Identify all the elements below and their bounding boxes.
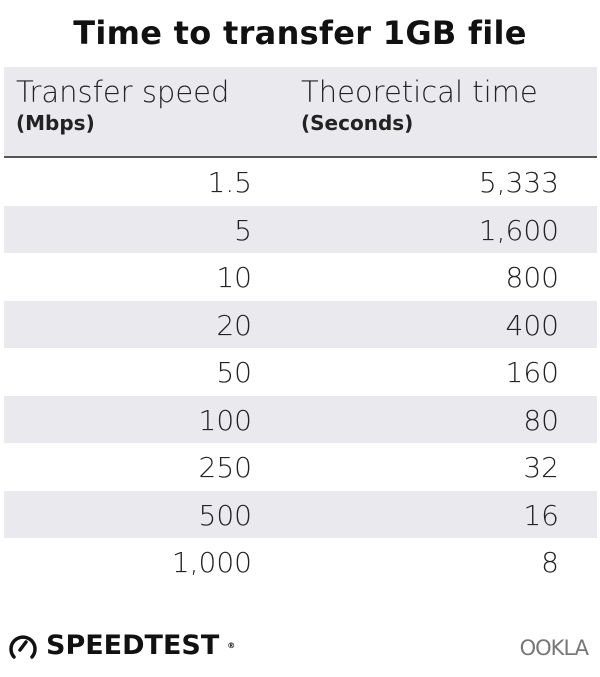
header-label: Theoretical time: [301, 75, 538, 109]
time-cell: 5,333: [478, 166, 559, 199]
table-row: 250 32: [4, 443, 597, 491]
time-cell: 800: [505, 261, 559, 294]
table-row: 50 160: [4, 348, 597, 396]
time-cell: 32: [523, 451, 559, 484]
table-row: 1.5 5,333: [4, 158, 597, 206]
speed-cell: 1,000: [171, 546, 252, 579]
table-body: 1.5 5,333 5 1,600 10 800 20 400 50 160 100 80 250 32 5…: [4, 158, 597, 586]
table-row: 100 80: [4, 395, 597, 443]
speed-cell: 5: [234, 213, 252, 247]
time-cell: 16: [523, 498, 559, 532]
time-cell: 80: [523, 403, 559, 437]
table-row: 1,000 8: [4, 538, 597, 586]
time-cell: 1,600: [478, 213, 559, 247]
speed-cell: 50: [216, 356, 252, 389]
speedtest-wordmark: SPEEDTEST: [46, 630, 220, 661]
table-row: 500 16: [4, 490, 597, 538]
speed-cell: 10: [216, 261, 252, 294]
header-theoretical-time: Theoretical time (Seconds): [301, 75, 538, 135]
speed-cell: 500: [198, 498, 252, 532]
table-row: 10 800: [4, 253, 597, 301]
header-unit: (Seconds): [301, 111, 414, 135]
speedtest-logo: SPEEDTEST ®: [8, 630, 235, 661]
gauge-icon: [9, 634, 37, 659]
table-header: Transfer speed (Mbps) Theoretical time (…: [4, 67, 597, 158]
time-cell: 400: [505, 308, 559, 342]
table-row: 20 400: [4, 300, 597, 348]
time-cell: 160: [505, 356, 559, 389]
transfer-time-table: Transfer speed (Mbps) Theoretical time (…: [4, 67, 597, 586]
speed-cell: 100: [198, 403, 252, 437]
header-label: Transfer speed: [16, 75, 230, 109]
time-cell: 8: [541, 546, 559, 579]
speed-cell: 20: [216, 308, 252, 342]
header-unit: (Mbps): [16, 111, 95, 135]
header-transfer-speed: Transfer speed (Mbps): [16, 75, 229, 135]
chart-title: Time to transfer 1GB file: [73, 14, 527, 52]
speed-cell: 250: [198, 451, 252, 484]
table-row: 5 1,600: [4, 205, 597, 253]
speed-cell: 1.5: [207, 166, 252, 199]
ookla-logo: OOKLA: [519, 636, 589, 660]
